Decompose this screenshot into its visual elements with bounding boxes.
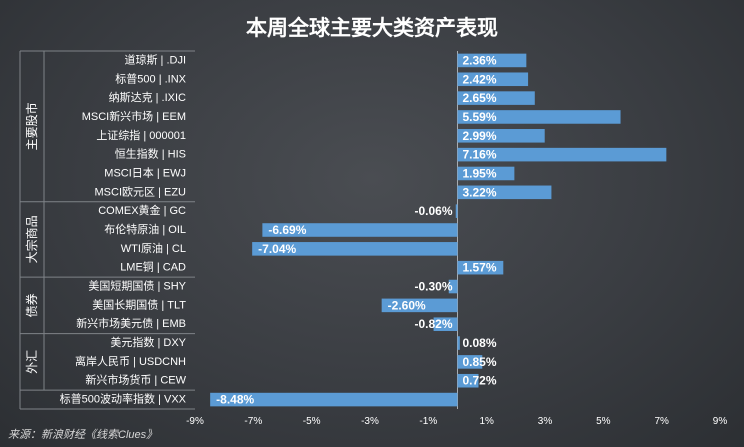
bars — [210, 53, 667, 407]
value-label: -6.69% — [268, 223, 306, 237]
value-label: 2.99% — [463, 129, 497, 143]
category-label: 美元指数 | DXY — [110, 335, 186, 349]
category-label: 恒生指数 | HIS — [115, 147, 186, 161]
category-label: WTI原油 | CL — [121, 241, 186, 255]
group-label: 外汇 — [25, 350, 39, 374]
bar — [457, 53, 527, 68]
x-tick-label: 1% — [479, 416, 494, 427]
category-label: MSCI日本 | EWJ — [104, 165, 186, 179]
x-tick-label: 3% — [538, 416, 553, 427]
bar — [252, 242, 458, 256]
category-labels: 道琼斯 | .DJI 标普500 | .INX 纳斯达克 | .IXIC MSCI新兴… — [60, 52, 187, 405]
bar — [457, 185, 552, 200]
category-label: 标普500波动率指数 | VXX — [60, 392, 187, 406]
value-labels: 2.36% 2.42% 2.65% 5.59% 2.99% 7.16% 1.95% 3.22%… — [216, 53, 497, 406]
group-label: 债券 — [24, 293, 39, 317]
value-label: 2.36% — [463, 53, 497, 67]
x-tick-label: 9% — [713, 416, 728, 427]
x-axis: -9% -7% -5% -3% -1% 1% 3% 5% 7% 9% — [186, 416, 727, 427]
category-label: LME铜 | CAD — [120, 260, 186, 274]
value-label: -0.06% — [414, 204, 452, 218]
value-label: -8.48% — [216, 393, 254, 407]
bar — [262, 223, 458, 237]
category-label: 上证综指 | 000001 — [96, 128, 186, 142]
category-label: 纳斯达克 | .IXIC — [109, 91, 186, 104]
group-label: 主要股市 — [24, 102, 39, 150]
category-label: 美国短期国债 | SHY — [88, 279, 186, 293]
category-label: 标普500 | .INX — [115, 71, 186, 85]
value-label: 2.42% — [463, 72, 497, 86]
value-label: -2.60% — [388, 298, 426, 312]
value-label: 0.08% — [463, 336, 497, 350]
category-label: MSCI欧元区 | EZU — [95, 185, 187, 198]
x-tick-label: -1% — [419, 416, 437, 427]
value-label: 5.59% — [463, 110, 497, 124]
category-label: 新兴市场货币 | CEW — [85, 373, 186, 387]
group-label: 大宗商品 — [24, 215, 39, 263]
bar — [457, 373, 479, 388]
bar — [433, 317, 458, 331]
x-tick-label: -9% — [186, 416, 204, 427]
bar — [457, 260, 504, 275]
value-label: 0.72% — [463, 374, 497, 388]
value-label: -7.04% — [258, 242, 296, 256]
value-label: -0.30% — [414, 280, 452, 294]
x-tick-label: -3% — [361, 416, 379, 427]
bar — [210, 392, 458, 407]
x-tick-label: 5% — [596, 416, 611, 427]
x-tick-label: -7% — [244, 416, 262, 427]
value-label: 0.85% — [463, 355, 497, 369]
value-label: 3.22% — [463, 185, 497, 199]
category-label: 新兴市场美元债 | EMB — [76, 316, 186, 330]
value-label: 7.16% — [463, 148, 497, 162]
bar — [457, 147, 667, 162]
category-label: 道琼斯 | .DJI — [124, 52, 186, 66]
source-note: 来源：新浪财经《线索Clues》 — [8, 428, 157, 441]
category-label: 布伦特原油 | OIL — [104, 222, 186, 236]
bar — [448, 279, 458, 294]
chart-title: 本周全球主要大类资产表现 — [246, 16, 498, 40]
x-tick-label: -5% — [303, 416, 321, 427]
bar — [457, 129, 545, 143]
value-label: 1.95% — [463, 166, 497, 180]
bar — [381, 298, 458, 313]
bar — [457, 355, 483, 369]
category-label: 离岸人民币 | USDCNH — [75, 354, 186, 368]
value-label: 2.65% — [463, 91, 497, 105]
x-tick-label: 7% — [654, 416, 669, 427]
value-label: 1.57% — [463, 261, 497, 275]
bar — [457, 336, 460, 350]
bar — [457, 72, 529, 87]
bar — [455, 204, 458, 218]
category-label: COMEX黄金 | GC — [98, 203, 186, 217]
bar — [457, 166, 515, 181]
category-label: 美国长期国债 | TLT — [92, 297, 186, 311]
bar — [457, 110, 621, 124]
bar — [457, 91, 535, 105]
value-label: -0.82% — [414, 317, 452, 331]
category-label: MSCI新兴市场 | EEM — [82, 109, 186, 123]
